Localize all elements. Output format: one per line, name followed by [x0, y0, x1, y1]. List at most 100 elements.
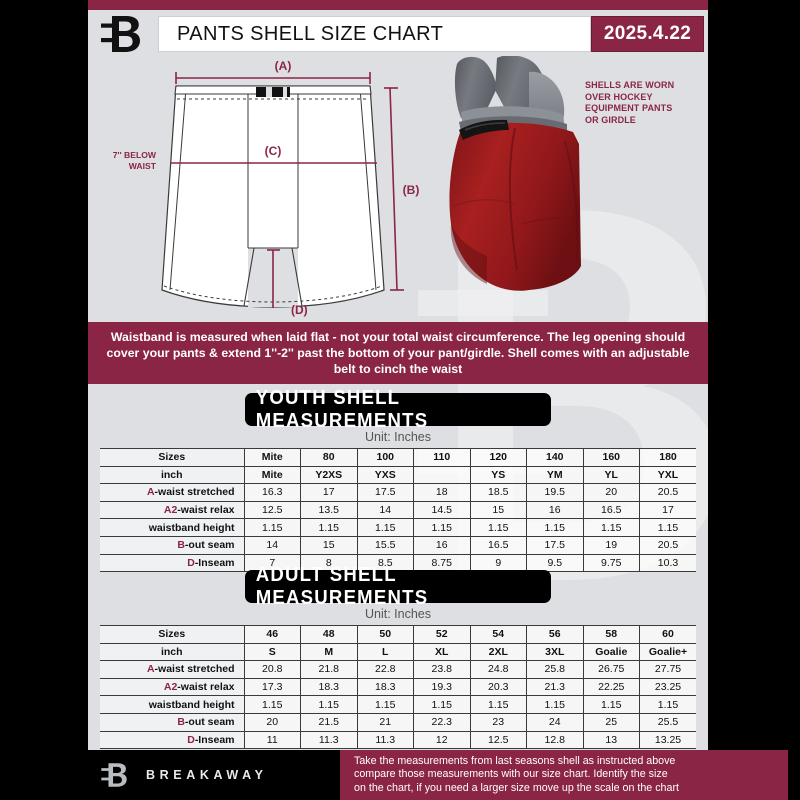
- table-cell: 60: [639, 625, 696, 644]
- table-cell: 21: [356, 713, 414, 732]
- table-cell: 24.8: [469, 660, 527, 679]
- table-row: waistband height 1.15 1.15 1.15 1.15 1.15 1.15…: [100, 695, 696, 714]
- table-cell: 20.8: [243, 660, 301, 679]
- table-cell: 23.8: [413, 660, 470, 679]
- table-cell: 52: [413, 625, 470, 644]
- table-row: Sizes Mite 80 100 110 120 140 160 180: [100, 448, 696, 467]
- table-cell: 58: [582, 625, 640, 644]
- row-label: A2-waist relax: [100, 678, 244, 697]
- photo-note-line-3: EQUIPMENT PANTS: [585, 103, 673, 113]
- table-cell: 1.15: [413, 695, 470, 714]
- table-cell: M: [300, 643, 357, 662]
- table-cell: 10.3: [639, 554, 696, 573]
- table-cell: 12.8: [526, 731, 583, 750]
- table-cell: 48: [300, 625, 357, 644]
- table-cell: 9.75: [582, 554, 640, 573]
- table-cell: 160: [582, 448, 640, 467]
- table-cell: 11: [243, 731, 301, 750]
- table-cell: Goalie+: [639, 643, 696, 662]
- youth-table-wrapper: Sizes Mite 80 100 110 120 140 160 180 inch Mite Y2X…: [100, 448, 696, 573]
- table-cell: 22.25: [582, 678, 640, 697]
- top-accent-strip: [88, 0, 708, 10]
- table-cell: 8.75: [413, 554, 470, 573]
- row-label: inch: [100, 643, 244, 662]
- photo-note: SHELLS ARE WORN OVER HOCKEY EQUIPMENT PA…: [585, 80, 705, 126]
- table-cell: [413, 466, 470, 485]
- photo-note-line-4: OR GIRDLE: [585, 114, 636, 125]
- table-cell: 17.5: [356, 483, 414, 502]
- table-cell: 1.15: [356, 695, 414, 714]
- table-cell: 24: [526, 713, 583, 732]
- adult-unit-label: Unit: Inches: [364, 607, 431, 621]
- table-cell: 1.15: [243, 695, 301, 714]
- table-cell: 21.3: [526, 678, 583, 697]
- left-margin-bar: [0, 0, 88, 800]
- table-cell: 20: [243, 713, 301, 732]
- row-label: D-Inseam: [100, 731, 244, 750]
- table-cell: 110: [413, 448, 470, 467]
- table-cell: 11.3: [356, 731, 414, 750]
- table-cell: YL: [582, 466, 640, 485]
- footer-instructions-text: Take the measurements from last seasons …: [354, 755, 679, 795]
- table-cell: 16: [413, 536, 470, 555]
- table-cell: 50: [356, 625, 414, 644]
- table-row: A2-waist relax 17.3 18.3 18.3 19.3 20.3 21.3 22…: [100, 678, 696, 697]
- table-cell: 16.3: [243, 483, 301, 502]
- table-cell: 25.8: [526, 660, 583, 679]
- table-cell: 3XL: [526, 643, 583, 662]
- footer-line-2: compare those measurements with our size…: [354, 768, 668, 781]
- row-label: B-out seam: [100, 536, 244, 555]
- table-cell: 46: [243, 625, 301, 644]
- footer: BREAKAWAY Take the measurements from las…: [0, 750, 800, 800]
- table-cell: 12: [413, 731, 470, 750]
- table-row: D-Inseam 11 11.3 11.3 12 12.5 12.8 13 13.25: [100, 731, 696, 750]
- row-label-mark: A: [146, 486, 155, 499]
- table-cell: 22.8: [356, 660, 414, 679]
- youth-unit-label: Unit: Inches: [364, 430, 431, 444]
- table-cell: 1.15: [526, 695, 583, 714]
- table-cell: 14.5: [413, 501, 470, 520]
- table-cell: 1.15: [300, 518, 357, 537]
- table-cell: Y2XS: [300, 466, 357, 485]
- adult-measurements-table: Sizes 46 48 50 52 54 56 58 60 inch S M L XL 2XL 3XL Goal…: [100, 625, 696, 750]
- table-cell: 22.3: [413, 713, 470, 732]
- illustration-area: (A) (C) (B) (D) 7'' BELOW WAIST: [88, 56, 708, 320]
- table-cell: 20: [582, 483, 640, 502]
- diagram-label-c: (C): [265, 144, 282, 158]
- table-row: B-out seam 14 15 15.5 16 16.5 17.5 19 20.5: [100, 536, 696, 555]
- table-cell: 1.15: [356, 518, 414, 537]
- table-cell: 18.5: [469, 483, 527, 502]
- page-title: PANTS SHELL SIZE CHART: [158, 16, 591, 52]
- row-label: waistband height: [100, 518, 244, 537]
- adult-table-body: Sizes 46 48 50 52 54 56 58 60 inch S M L XL 2XL 3XL Goal…: [100, 625, 696, 750]
- adult-section-title-text: ADULT SHELL MEASUREMENTS: [255, 563, 429, 609]
- table-cell: 8: [300, 554, 357, 573]
- table-cell: Goalie: [582, 643, 640, 662]
- measurement-instruction-banner: Waistband is measured when laid flat - n…: [88, 322, 708, 384]
- table-cell: 100: [356, 448, 414, 467]
- table-cell: 16.5: [582, 501, 640, 520]
- table-cell: 17: [300, 483, 357, 502]
- table-cell: 1.15: [582, 518, 640, 537]
- table-cell: 13.5: [300, 501, 357, 520]
- below-waist-label-line1: 7'' BELOW: [113, 150, 157, 160]
- table-cell: 9.5: [526, 554, 583, 573]
- table-row: A-waist stretched 20.8 21.8 22.8 23.8 24.8 25.…: [100, 660, 696, 679]
- table-cell: 1.15: [243, 518, 301, 537]
- table-cell: XL: [413, 643, 470, 662]
- footer-instructions: Take the measurements from last seasons …: [340, 750, 788, 800]
- table-cell: 17: [639, 501, 696, 520]
- youth-measurements-table: Sizes Mite 80 100 110 120 140 160 180 inch Mite Y2X…: [100, 448, 696, 573]
- table-cell: 15: [469, 501, 527, 520]
- table-cell: YXL: [639, 466, 696, 485]
- table-cell: 25.5: [639, 713, 696, 732]
- table-cell: 1.15: [639, 695, 696, 714]
- table-cell: 120: [469, 448, 527, 467]
- row-label-mark: B: [177, 716, 185, 729]
- diagram-label-a: (A): [275, 59, 292, 73]
- table-cell: 140: [526, 448, 583, 467]
- table-cell: 13: [582, 731, 640, 750]
- right-margin-bar: [708, 0, 800, 800]
- table-cell: Mite: [243, 466, 301, 485]
- table-cell: YM: [526, 466, 583, 485]
